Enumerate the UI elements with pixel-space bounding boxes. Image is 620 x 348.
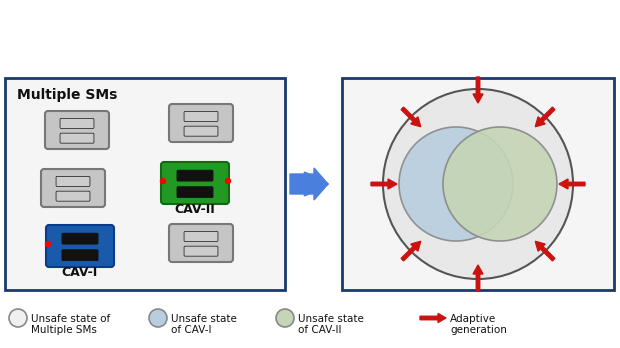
FancyBboxPatch shape xyxy=(45,111,109,149)
FancyBboxPatch shape xyxy=(161,162,229,204)
Circle shape xyxy=(276,309,294,327)
FancyBboxPatch shape xyxy=(46,225,114,267)
FancyBboxPatch shape xyxy=(177,187,213,198)
FancyBboxPatch shape xyxy=(184,231,218,242)
FancyArrow shape xyxy=(401,241,421,261)
FancyBboxPatch shape xyxy=(184,126,218,136)
Circle shape xyxy=(443,127,557,241)
Text: Unsafe state of: Unsafe state of xyxy=(31,314,110,324)
FancyBboxPatch shape xyxy=(184,111,218,121)
FancyBboxPatch shape xyxy=(5,78,285,290)
FancyBboxPatch shape xyxy=(62,250,98,261)
FancyBboxPatch shape xyxy=(60,118,94,128)
FancyBboxPatch shape xyxy=(169,104,233,142)
Text: Unsafe state: Unsafe state xyxy=(171,314,237,324)
Circle shape xyxy=(383,89,573,279)
FancyArrow shape xyxy=(535,107,555,127)
FancyArrow shape xyxy=(420,314,446,323)
Text: Multiple SMs: Multiple SMs xyxy=(31,325,97,335)
FancyBboxPatch shape xyxy=(56,191,90,201)
Text: CAV-I: CAV-I xyxy=(62,266,98,279)
FancyArrow shape xyxy=(535,241,555,261)
Circle shape xyxy=(149,309,167,327)
Circle shape xyxy=(226,179,231,183)
Circle shape xyxy=(399,127,513,241)
FancyBboxPatch shape xyxy=(169,224,233,262)
Text: CAV-II: CAV-II xyxy=(175,203,215,216)
FancyArrow shape xyxy=(473,77,483,103)
Circle shape xyxy=(45,242,50,246)
FancyArrow shape xyxy=(473,265,483,291)
Text: Adaptive: Adaptive xyxy=(450,314,496,324)
Text: Multiple SMs: Multiple SMs xyxy=(17,88,117,102)
FancyArrow shape xyxy=(371,179,397,189)
FancyBboxPatch shape xyxy=(41,169,105,207)
FancyBboxPatch shape xyxy=(184,246,218,256)
Circle shape xyxy=(161,179,166,183)
FancyBboxPatch shape xyxy=(62,233,98,244)
Text: generation: generation xyxy=(450,325,507,335)
FancyArrow shape xyxy=(559,179,585,189)
FancyBboxPatch shape xyxy=(342,78,614,290)
Text: of CAV-I: of CAV-I xyxy=(171,325,211,335)
FancyBboxPatch shape xyxy=(177,170,213,181)
FancyBboxPatch shape xyxy=(60,133,94,143)
FancyBboxPatch shape xyxy=(56,176,90,187)
Text: of CAV-II: of CAV-II xyxy=(298,325,342,335)
FancyArrow shape xyxy=(290,168,328,200)
Circle shape xyxy=(9,309,27,327)
Text: Unsafe state: Unsafe state xyxy=(298,314,364,324)
FancyArrow shape xyxy=(401,107,421,127)
